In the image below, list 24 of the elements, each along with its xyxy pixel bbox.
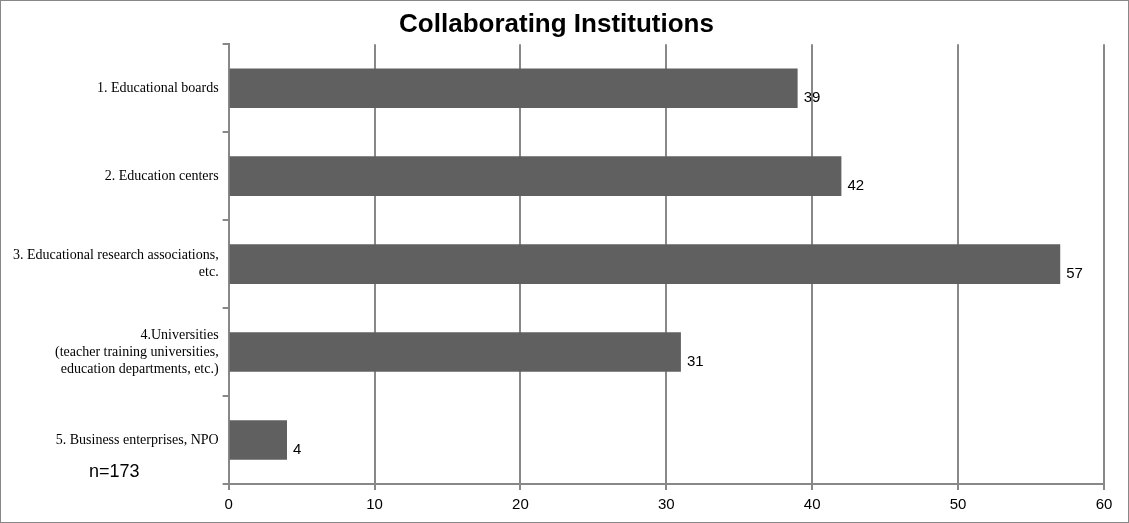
bar: [229, 156, 842, 196]
x-tick-label: 0: [224, 495, 233, 513]
y-tick-label: 4.Universities (teacher training universities, education departments, etc.): [54, 326, 219, 377]
text: n=173: [89, 460, 140, 481]
data-label: 31: [686, 352, 704, 370]
data-label: 4: [293, 440, 302, 458]
chart-title: Collaborating Institutions: [399, 7, 714, 38]
bar: [229, 332, 681, 372]
data-label: 42: [847, 176, 865, 194]
bar: [229, 244, 1061, 284]
x-tick-label: 40: [803, 495, 821, 513]
bar: [229, 68, 798, 108]
y-tick-label: 3. Educational research associations, etc.: [12, 247, 219, 280]
data-label: 57: [1066, 264, 1083, 282]
x-tick-label: 30: [657, 495, 675, 513]
y-tick-label: 5. Business enterprises, NPO: [55, 431, 219, 447]
y-tick-label: 1. Educational boards: [96, 79, 219, 95]
x-tick-label: 10: [366, 495, 383, 513]
x-tick-label: 50: [949, 495, 967, 513]
x-tick-label: 20: [512, 495, 529, 513]
y-tick-label: 2. Education centers: [104, 167, 219, 183]
data-label: 39: [803, 88, 821, 106]
bar: [229, 420, 287, 460]
x-tick-label: 60: [1095, 495, 1113, 513]
